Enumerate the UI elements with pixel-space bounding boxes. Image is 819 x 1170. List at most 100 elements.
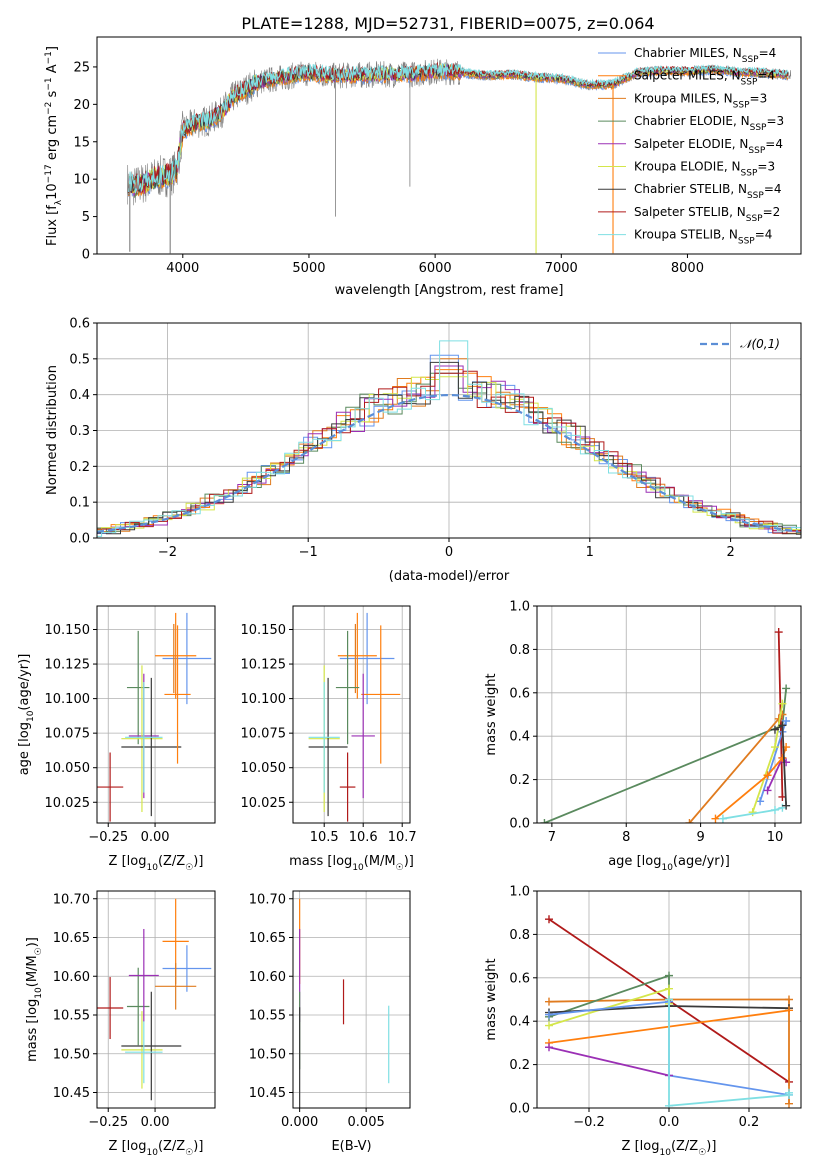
legend-entry: Salpeter ELODIE, NSSP=4 — [634, 137, 783, 156]
mass_vs_Z-ytick-label: 10.65 — [53, 931, 90, 946]
series-marker — [756, 797, 765, 806]
weight_vs_Z-xtick-label: −0.2 — [573, 1115, 605, 1130]
age_vs_mass-xtick-label: 10.7 — [388, 830, 417, 845]
mass_vs_Z-ytick-label: 10.60 — [53, 970, 90, 985]
normal-distribution-curve — [97, 393, 799, 533]
data-point-chabrier-stelib — [308, 677, 348, 817]
data-point-salpeter-stelib — [97, 977, 124, 1040]
age_vs_mass-xtick-label: 10.6 — [349, 830, 378, 845]
age_vs_mass-ytick-label: 10.100 — [241, 692, 287, 707]
age_vs_Z-xtick-label: −0.25 — [88, 830, 128, 845]
weight_vs_Z-ytick-label: 0.8 — [509, 928, 530, 943]
weight_vs_age-xlabel: age [log10(age/yr)] — [608, 854, 730, 873]
residuals-xtick-label: −1 — [299, 545, 318, 560]
age_vs_mass-xlabel: mass [log10(M/M☉)] — [289, 854, 414, 873]
series-marker — [545, 1043, 553, 1052]
residuals-xtick-label: 1 — [586, 545, 594, 560]
residuals-panel — [97, 323, 801, 538]
age_vs_mass-frame — [292, 605, 411, 824]
legend-entry: Chabrier ELODIE, NSSP=3 — [634, 114, 784, 133]
data-point-salpeter-stelib — [339, 752, 356, 822]
spectrum-xlabel: wavelength [Angstrom, rest frame] — [335, 283, 564, 298]
model-spectrum-kroupa-miles — [128, 65, 789, 197]
spectrum-plot-area — [127, 58, 792, 254]
age_vs_Z-ytick-label: 10.025 — [45, 796, 91, 811]
residuals-xtick-label: 2 — [726, 545, 734, 560]
series-chabrier-elodie — [540, 684, 791, 823]
age_vs_Z-ytick-label: 10.100 — [45, 692, 91, 707]
weight_vs_age-xtick-label: 9 — [696, 830, 704, 845]
weight_vs_age-frame — [536, 605, 802, 824]
weight_vs_Z-ytick-label: 0.4 — [509, 1015, 530, 1030]
spectrum-ytick-label: 20 — [73, 98, 90, 113]
spectrum-frame — [96, 36, 802, 255]
residuals-ylabel: Normed distribution — [45, 365, 60, 495]
series-marker — [778, 721, 787, 730]
model-spectrum-salpeter-elodie — [128, 63, 789, 197]
legend-entry: Chabrier MILES, NSSP=4 — [634, 46, 776, 65]
mass_vs_Z-xtick-label: −0.25 — [88, 1115, 128, 1130]
series-marker — [665, 1101, 673, 1108]
residuals-frame — [96, 322, 802, 539]
spectrum-ytick-label: 25 — [73, 60, 90, 75]
data-point-chabrier-miles — [162, 945, 212, 992]
series-marker — [785, 995, 793, 1004]
mass_vs_Z-ytick-label: 10.50 — [53, 1047, 90, 1062]
spectrum-ytick-label: 5 — [82, 210, 90, 225]
weight_vs_age-ytick-label: 1.0 — [509, 600, 530, 615]
weight_vs_age-xtick-label: 10 — [767, 830, 784, 845]
weight_vs_Z-frame — [536, 890, 802, 1109]
age_vs_Z-xlabel: Z [log10(Z/Z☉)] — [109, 854, 204, 873]
age_vs_mass-ytick-label: 10.125 — [241, 658, 287, 673]
residuals-plot-area — [97, 323, 801, 538]
weight_vs_Z-ytick-label: 0.0 — [509, 1102, 530, 1117]
data-point-salpeter-elodie — [351, 673, 375, 799]
mass_vs_ebv-xtick-label: 0.005 — [348, 1115, 385, 1130]
series-marker — [665, 984, 673, 993]
mass_vs_ebv-plot-area — [293, 891, 410, 1108]
data-point-salpeter-stelib — [97, 752, 124, 822]
mass_vs_ebv-ytick-label: 10.65 — [249, 931, 286, 946]
age_vs_mass-panel — [293, 606, 410, 823]
series-marker — [665, 995, 673, 1004]
model-spectrum-chabrier-miles — [128, 67, 789, 197]
weight_vs_age-ytick-label: 0.8 — [509, 643, 530, 658]
series-chabrier-stelib — [770, 721, 791, 810]
mass_vs_Z-plot-area — [97, 891, 215, 1108]
data-point-salpeter-miles — [164, 625, 191, 764]
age_vs_Z-xtick-label: 0.00 — [141, 830, 170, 845]
legend-entry: Salpeter STELIB, NSSP=2 — [634, 205, 780, 224]
data-point-kroupa-elodie — [121, 665, 163, 812]
weight_vs_age-xtick-label: 8 — [622, 830, 630, 845]
weight_vs_age-xtick-label: 7 — [548, 830, 556, 845]
weight_vs_Z-xtick-label: 0.2 — [739, 1115, 760, 1130]
mass_vs_Z-xlabel: Z [log10(Z/Z☉)] — [109, 1139, 204, 1158]
mass_vs_Z-ytick-label: 10.55 — [53, 1009, 90, 1024]
mass_vs_Z-frame — [96, 890, 216, 1109]
age_vs_Z-panel — [97, 606, 215, 823]
age_vs_mass-xtick-label: 10.5 — [310, 830, 339, 845]
residuals-ytick-label: 0.2 — [69, 460, 90, 475]
age_vs_mass-ytick-label: 10.075 — [241, 727, 287, 742]
spectrum-ylabel: Flux [fλ10−17 erg cm−2 s−1 A−1] — [44, 46, 64, 246]
residuals-ytick-label: 0.0 — [69, 532, 90, 547]
series-marker — [545, 915, 553, 924]
weight_vs_Z-xlabel: Z [log10(Z/Z☉)] — [622, 1139, 717, 1158]
mass_vs_Z-ytick-label: 10.45 — [53, 1086, 90, 1101]
series-marker — [770, 743, 779, 752]
residuals-xtick-label: −2 — [158, 545, 177, 560]
weight_vs_age-ytick-label: 0.4 — [509, 730, 530, 745]
series-marker — [545, 997, 553, 1006]
residuals-ytick-label: 0.1 — [69, 496, 90, 511]
age_vs_Z-ylabel: age [log10(age/yr)] — [17, 654, 36, 776]
mass_vs_ebv-ytick-label: 10.55 — [249, 1009, 286, 1024]
weight_vs_age-ytick-label: 0.6 — [509, 686, 530, 701]
spectrum-xtick-label: 5000 — [292, 261, 325, 276]
data-point-salpeter-elodie — [128, 928, 159, 1022]
residuals-xtick-label: 0 — [445, 545, 453, 560]
mass_vs_ebv-xtick-label: 0.000 — [281, 1115, 318, 1130]
model-spectrum-chabrier-elodie — [128, 65, 789, 198]
weight_vs_Z-ytick-label: 0.6 — [509, 971, 530, 986]
weight_vs_Z-plot-area — [537, 891, 801, 1108]
series-salpeter-elodie — [545, 1043, 673, 1080]
